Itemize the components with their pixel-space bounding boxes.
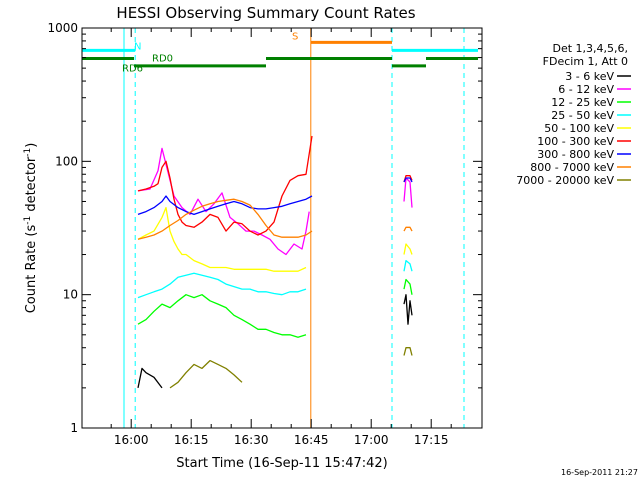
series-line-4-seg-0 [137,206,307,272]
x-tick-label: 16:45 [294,433,329,447]
annotation-n: N [134,41,141,52]
plot-frame [81,27,483,429]
series-line-3-seg-0 [137,272,307,299]
series-line-2-seg-0 [137,294,307,338]
series-line-6-seg-0 [137,195,313,216]
legend-entry-label: 100 - 300 keV [537,135,614,148]
series-line-6-seg-1 [403,177,413,183]
legend-entry-label: 50 - 100 keV [544,122,614,135]
x-tick-label: 16:15 [174,433,209,447]
y-axis-label: Count Rate (s-1 detector-1) [23,143,39,314]
plot-area: N RD0 RD6 S [82,28,478,428]
y-tick-label: 1 [70,421,78,435]
legend: Det 1,3,4,5,6, FDecim 1, Att 0 3 - 6 keV… [516,42,631,187]
series-line-8-seg-0 [169,359,243,389]
series-line-7-seg-0 [137,198,313,240]
y-axis-label-part: ) [24,143,39,148]
series-line-4-seg-1 [403,243,413,255]
legend-entry-label: 25 - 50 keV [551,109,614,122]
x-tick-label: 17:15 [414,433,449,447]
legend-entry-label: 300 - 800 keV [537,148,614,161]
axis-ticks: 1 10 100 1000 16:00 16:15 16:30 16:45 17:00 17:15 [47,21,482,447]
x-tick-label: 17:00 [354,433,389,447]
legend-entry-label: 7000 - 20000 keV [516,174,614,187]
annotation-s: S [292,31,298,42]
y-tick-label: 1000 [47,21,78,35]
series-line-1-seg-1 [403,177,413,208]
series-line-2-seg-1 [403,278,413,295]
annotation-rd0: RD0 [152,54,173,65]
series-line-7-seg-1 [403,226,413,232]
y-axis-label-part: detector [24,156,39,216]
chart-title: HESSI Observing Summary Count Rates [116,4,415,22]
annotation-rd6: RD6 [122,64,143,75]
legend-header: Det 1,3,4,5,6, [552,42,628,55]
series-line-3-seg-1 [403,259,413,272]
footer-timestamp: 16-Sep-2011 21:27 [561,468,638,477]
x-tick-label: 16:00 [114,433,149,447]
series-line-8-seg-1 [403,347,413,356]
x-axis-label: Start Time (16-Sep-11 15:47:42) [176,456,387,471]
series-line-0-seg-1 [403,294,413,325]
series-line-5-seg-0 [137,135,313,236]
legend-entry-label: 12 - 25 keV [551,96,614,109]
legend-entry-label: 6 - 12 keV [558,83,614,96]
legend-entry-label: 3 - 6 keV [565,70,614,83]
y-tick-label: 100 [55,154,78,168]
x-tick-label: 16:30 [234,433,269,447]
y-axis-label-sup: -1 [23,216,33,225]
legend-entry-label: 800 - 7000 keV [530,161,614,174]
legend-header: FDecim 1, Att 0 [543,55,628,68]
y-axis-label-sup: -1 [23,148,33,157]
series-line-0-seg-0 [137,367,163,389]
y-tick-label: 10 [63,288,78,302]
y-axis-label-part: Count Rate (s [24,225,39,314]
